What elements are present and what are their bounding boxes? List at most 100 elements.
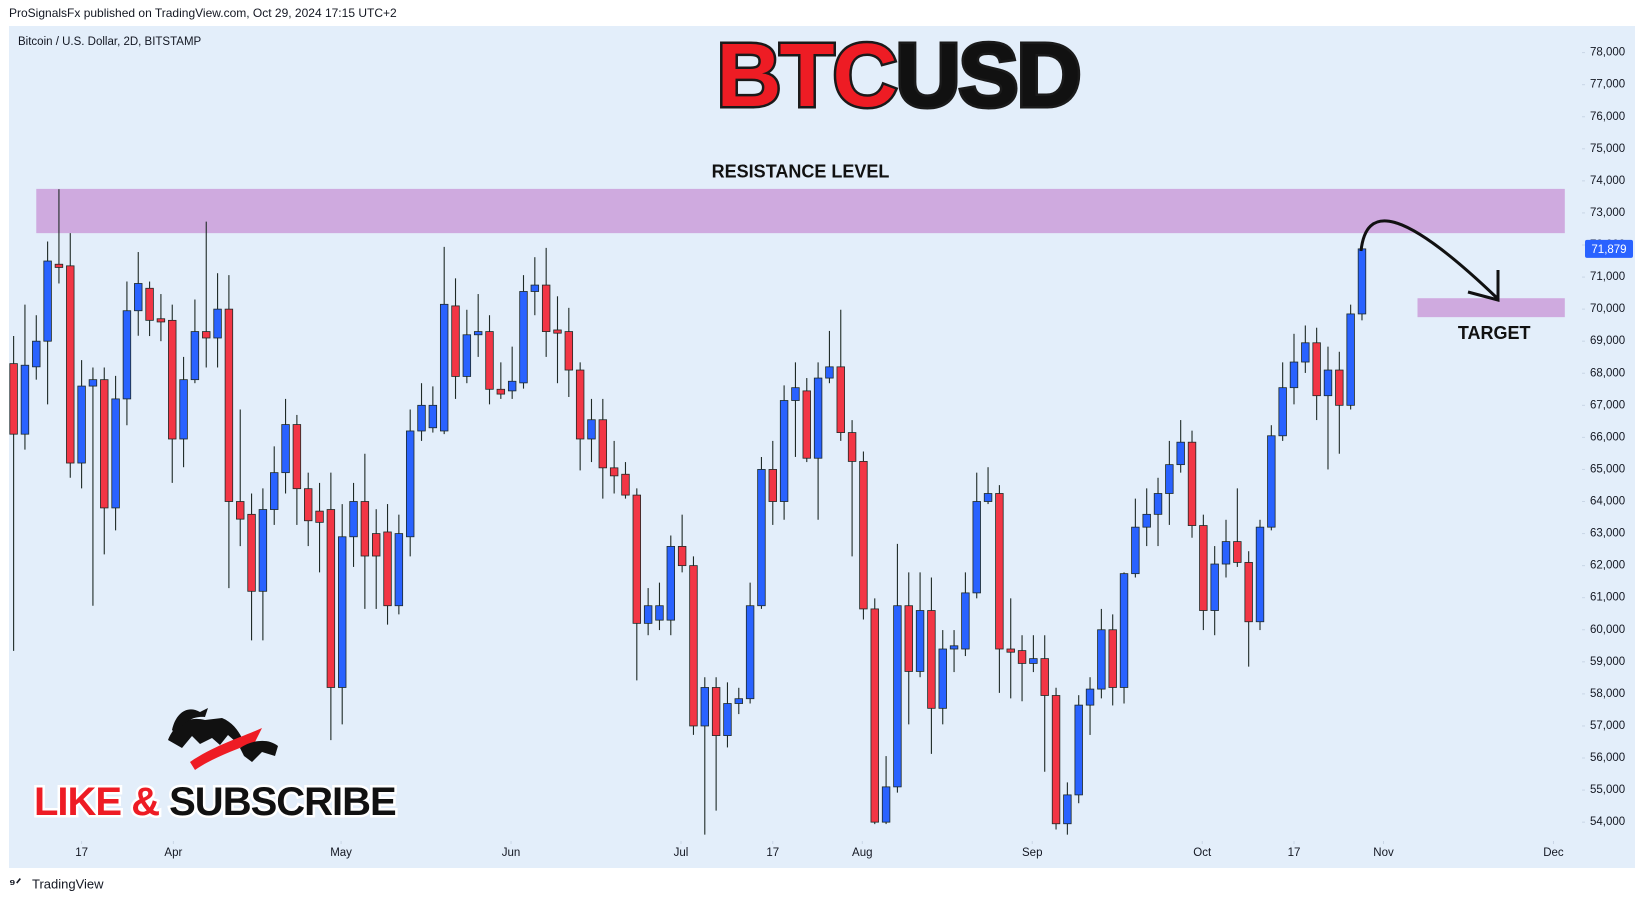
x-tick-label: Jul <box>674 847 689 859</box>
candle-body <box>394 533 404 607</box>
candle-body <box>190 331 200 381</box>
x-tick-label: 17 <box>766 847 779 859</box>
candle-body <box>949 645 959 650</box>
candle-body <box>1199 525 1208 611</box>
candle-body <box>405 430 415 538</box>
x-tick-label: Dec <box>1543 847 1564 859</box>
candle-body <box>496 388 506 395</box>
candle-body <box>904 605 913 672</box>
candle-body <box>519 291 528 384</box>
candle-body <box>541 284 551 332</box>
candle-body <box>859 461 868 610</box>
price-zone <box>1417 298 1565 318</box>
candle-body <box>439 303 449 432</box>
candle-body <box>632 494 642 624</box>
candle-body <box>32 340 41 368</box>
candle-body <box>1357 248 1367 315</box>
candle-body <box>1165 464 1174 494</box>
badge-part: SUBSCRIBE <box>169 780 396 824</box>
y-tick-label: 73,000 <box>1590 207 1625 219</box>
candle-body <box>1187 441 1197 526</box>
x-tick-label: 17 <box>75 847 88 859</box>
candle-body <box>768 469 777 502</box>
x-tick-label: Sep <box>1022 847 1042 859</box>
candle-body <box>847 432 857 462</box>
candle-body <box>711 687 721 736</box>
candle-body <box>1006 648 1015 653</box>
x-tick-label: Jun <box>502 847 521 859</box>
candle-body <box>791 387 800 401</box>
candle-body <box>881 786 891 823</box>
candle-body <box>700 687 709 727</box>
candle-body <box>88 379 98 387</box>
candle-body <box>1346 313 1355 406</box>
y-tick-label: 70,000 <box>1590 303 1625 315</box>
candle-body <box>1323 369 1333 397</box>
candle-body <box>473 331 483 336</box>
price-zone <box>36 188 1565 234</box>
candle-body <box>360 501 370 557</box>
candle-body <box>677 545 687 567</box>
zone-label: RESISTANCE LEVEL <box>712 162 890 182</box>
candle-body <box>893 605 902 788</box>
y-tick-label: 66,000 <box>1590 431 1625 443</box>
candle-body <box>564 331 574 371</box>
candle-body <box>983 493 993 502</box>
x-tick-label: Oct <box>1193 847 1212 859</box>
publish-header: ProSignalsFx published on TradingView.co… <box>9 6 397 20</box>
y-tick-label: 60,000 <box>1590 624 1625 636</box>
last-price-tag <box>1585 239 1633 258</box>
candle-body <box>1335 369 1344 406</box>
candle-body <box>326 509 336 688</box>
candle-body <box>202 331 211 339</box>
candle-body <box>802 390 811 459</box>
y-tick-label: 78,000 <box>1590 47 1625 59</box>
candle-body <box>43 260 52 342</box>
candle-body <box>1233 541 1242 563</box>
candle-body <box>530 284 540 292</box>
y-tick-label: 71,000 <box>1590 271 1625 283</box>
candle-body <box>1244 562 1253 623</box>
candle-body <box>927 610 936 709</box>
y-tick-label: 69,000 <box>1590 335 1625 347</box>
candle-body <box>972 501 981 594</box>
candle-body <box>734 698 743 704</box>
candle-body <box>236 501 245 520</box>
x-tick-label: May <box>330 847 352 859</box>
candle-body <box>1131 526 1140 575</box>
y-tick-label: 57,000 <box>1590 720 1625 732</box>
footer-logo: ⁹ᐟ TradingView <box>9 876 104 892</box>
candle-body <box>655 605 664 621</box>
candle-body <box>1176 441 1185 466</box>
x-tick-label: Apr <box>164 847 182 859</box>
candle-body <box>587 419 596 440</box>
y-tick-label: 76,000 <box>1590 111 1625 123</box>
candle-body <box>292 424 302 490</box>
candle-body <box>54 263 64 268</box>
y-tick-label: 54,000 <box>1590 816 1625 828</box>
candle-body <box>417 404 426 432</box>
candle-body <box>1153 493 1163 515</box>
candle-body <box>1040 658 1049 696</box>
candle-body <box>643 605 653 624</box>
badge-part: LIKE & <box>34 780 159 824</box>
title-part: BTC <box>717 26 896 126</box>
tv-icon: ⁹ᐟ <box>9 876 22 892</box>
y-tick-label: 62,000 <box>1590 560 1625 572</box>
candle-body <box>179 379 188 440</box>
candle-body <box>575 369 585 440</box>
candle-body <box>1278 387 1287 437</box>
y-tick-label: 64,000 <box>1590 496 1625 508</box>
candle-body <box>779 400 789 502</box>
projection-arrow <box>1359 219 1499 300</box>
candle-body <box>1063 794 1072 825</box>
like-subscribe: LIKE & SUBSCRIBE <box>34 780 396 824</box>
candle-body <box>1085 688 1095 706</box>
candle-body <box>315 510 324 523</box>
candle-body <box>938 648 947 709</box>
y-tick-label: 65,000 <box>1590 463 1625 475</box>
candle-body <box>451 305 460 377</box>
candle-body <box>20 364 30 435</box>
